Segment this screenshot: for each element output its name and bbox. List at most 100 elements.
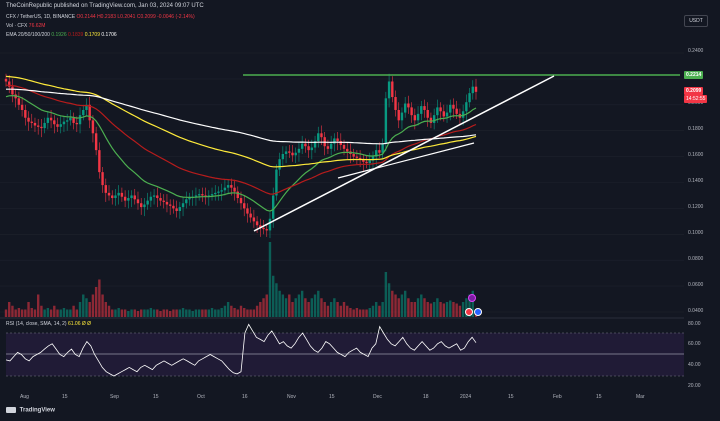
ema20-line — [5, 94, 477, 212]
volume-bar — [91, 294, 95, 317]
candle-body — [172, 205, 175, 209]
symbol-name[interactable]: CFX / TetherUS, 1D, BINANCE — [6, 14, 76, 20]
currency-button[interactable]: USDT — [684, 15, 708, 27]
candle-body — [223, 187, 227, 191]
volume-bar — [461, 302, 465, 317]
volume-bar — [300, 290, 304, 317]
candle-body — [265, 229, 268, 231]
candle-body — [159, 198, 162, 201]
volume-bar — [371, 305, 375, 317]
ema50-value: 0.1839 — [68, 32, 84, 38]
volume-bar — [94, 287, 98, 317]
volume-bar — [4, 309, 8, 317]
candle-body — [381, 143, 384, 153]
event-flag-icon[interactable] — [465, 308, 473, 316]
volume-bar — [143, 309, 146, 317]
support-trendline — [253, 75, 555, 232]
candle-body — [181, 203, 185, 208]
candle-body — [82, 109, 85, 116]
volume-bar — [342, 302, 346, 317]
candle-body — [278, 159, 281, 170]
candle-body — [288, 151, 291, 153]
candle-body — [56, 124, 59, 127]
volume-bar — [175, 309, 178, 317]
candle-body — [329, 143, 333, 149]
volume-bar — [56, 309, 59, 317]
candle-body — [371, 156, 375, 161]
volume-bar — [442, 303, 446, 317]
candle-body — [165, 201, 169, 205]
volume-label[interactable]: Vol · CFX — [6, 23, 28, 29]
candle-body — [243, 203, 246, 209]
candle-body — [185, 199, 188, 204]
ema200-line — [6, 88, 477, 145]
volume-bar — [223, 305, 227, 317]
volume-bar — [98, 279, 101, 317]
volume-bar — [452, 302, 455, 317]
candle-body — [455, 108, 458, 114]
candle-body — [43, 122, 46, 129]
candle-body — [442, 111, 446, 117]
candle-body — [391, 81, 394, 98]
volume-bar — [468, 294, 471, 317]
volume-bar — [69, 309, 72, 317]
ema100-value: 0.1709 — [84, 32, 100, 38]
candle-body — [17, 98, 21, 105]
candle-body — [178, 207, 182, 211]
volume-bar — [130, 309, 133, 317]
candle-body — [275, 169, 278, 196]
candle-body — [468, 93, 471, 103]
candle-body — [313, 141, 317, 148]
volume-bar — [226, 302, 230, 317]
candle-body — [474, 86, 478, 92]
resistance-price-tag: 0.2214 — [684, 71, 704, 79]
volume-bar — [156, 309, 159, 317]
volume-bar — [397, 298, 400, 317]
volume-bar — [233, 308, 236, 317]
candle-body — [320, 133, 323, 138]
candle-body — [20, 104, 24, 110]
volume-bar — [439, 302, 442, 317]
rsi-label[interactable]: RSI (14, close, SMA, 14, 2) — [6, 321, 67, 327]
volume-bar — [429, 303, 433, 317]
volume-bar — [43, 309, 46, 317]
volume-bar — [59, 309, 62, 317]
candle-body — [252, 217, 256, 222]
volume-bar — [133, 309, 136, 317]
event-lightning-icon[interactable] — [468, 294, 476, 302]
candle-body — [40, 126, 43, 129]
event-earnings-icon[interactable] — [474, 308, 482, 316]
volume-bar — [375, 302, 378, 317]
candle-body — [94, 133, 98, 151]
volume-bar — [423, 298, 426, 317]
volume-bar — [53, 305, 56, 317]
volume-bar — [346, 305, 349, 317]
candle-body — [49, 117, 53, 121]
candle-body — [346, 148, 349, 152]
ema50-line — [5, 84, 477, 195]
candle-body — [220, 190, 223, 192]
tradingview-logo[interactable]: TradingView — [6, 407, 55, 414]
candle-body — [30, 121, 33, 123]
rsi-value: 61.06 Ø Ø — [67, 321, 92, 327]
volume-bar — [400, 294, 404, 317]
volume-bar — [149, 308, 153, 317]
volume-bar — [329, 302, 333, 317]
candle-body — [136, 199, 140, 204]
candle-body — [358, 157, 362, 160]
volume-bar — [165, 309, 169, 317]
ema200-value: 0.1706 — [101, 32, 117, 38]
candle-body — [449, 104, 452, 113]
volume-bar — [391, 290, 394, 317]
rsi-legend: RSI (14, close, SMA, 14, 2) 61.06 Ø Ø — [6, 321, 91, 327]
volume-bar — [416, 298, 420, 317]
candle-body — [436, 107, 439, 116]
price-tick: 0.2000 — [688, 100, 704, 106]
volume-bar — [78, 302, 82, 317]
volume-bar — [136, 311, 140, 317]
ema-label[interactable]: EMA 20/50/100/200 — [6, 32, 50, 38]
volume-bar — [255, 305, 259, 317]
time-tick: Dec — [373, 394, 382, 400]
candle-body — [426, 109, 429, 118]
